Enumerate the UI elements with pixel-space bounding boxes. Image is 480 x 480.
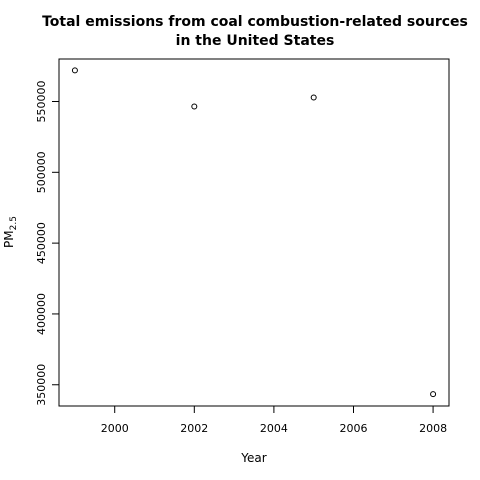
y-axis: 350000 400000 450000 500000 550000 — [35, 80, 59, 406]
chart-title: Total emissions from coal combustion-rel… — [42, 14, 468, 30]
x-axis-label: Year — [240, 451, 266, 465]
y-axis-label: PM2.5 — [2, 216, 19, 248]
y-tick-label: 350000 — [35, 364, 48, 406]
data-point — [71, 67, 78, 74]
x-tick-label: 2004 — [260, 422, 288, 435]
data-points — [71, 67, 437, 398]
x-tick-label: 2008 — [419, 422, 447, 435]
y-axis-label-subscript: 2.5 — [9, 216, 19, 230]
chart-subtitle: in the United States — [176, 33, 335, 49]
x-tick-label: 2006 — [339, 422, 367, 435]
y-tick-label: 550000 — [35, 80, 48, 122]
y-tick-label: 450000 — [35, 222, 48, 264]
x-tick-label: 2000 — [101, 422, 129, 435]
y-tick-label: 500000 — [35, 151, 48, 193]
data-point — [191, 103, 198, 110]
x-tick-label: 2002 — [180, 422, 208, 435]
y-axis-label-main: PM — [2, 230, 16, 248]
x-axis: 2000 2002 2004 2006 2008 — [101, 406, 447, 435]
y-tick-label: 400000 — [35, 293, 48, 335]
data-point — [430, 391, 437, 398]
data-point — [310, 94, 317, 101]
plot-frame — [58, 58, 450, 407]
